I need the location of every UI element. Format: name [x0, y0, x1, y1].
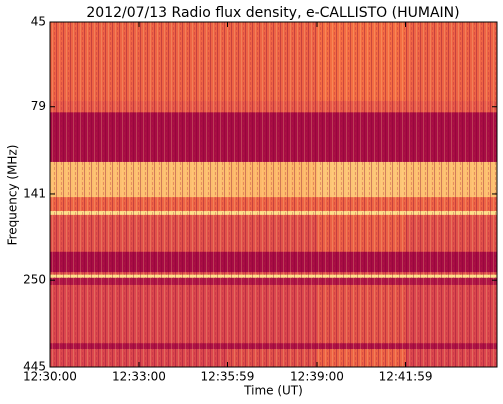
chart-title: 2012/07/13 Radio flux density, e-CALLIST…: [86, 5, 459, 21]
texture: [50, 22, 497, 367]
plot-frame: [49, 21, 498, 368]
y-axis-label: Frequency (MHz): [6, 145, 20, 246]
x-tick-label: 12:39:00: [290, 370, 344, 384]
x-tick-label: 12:41:59: [379, 370, 433, 384]
y-tick-label: 79: [31, 99, 46, 113]
x-tick-label: 12:30:00: [23, 370, 77, 384]
y-tick-label: 445: [23, 360, 46, 374]
x-axis-label: Time (UT): [243, 384, 303, 398]
y-tick-label: 141: [23, 186, 46, 200]
x-tick-label: 12:35:59: [201, 370, 255, 384]
y-tick-label: 45: [31, 15, 46, 29]
y-tick-label: 250: [23, 273, 46, 287]
x-tick-label: 12:33:00: [112, 370, 166, 384]
